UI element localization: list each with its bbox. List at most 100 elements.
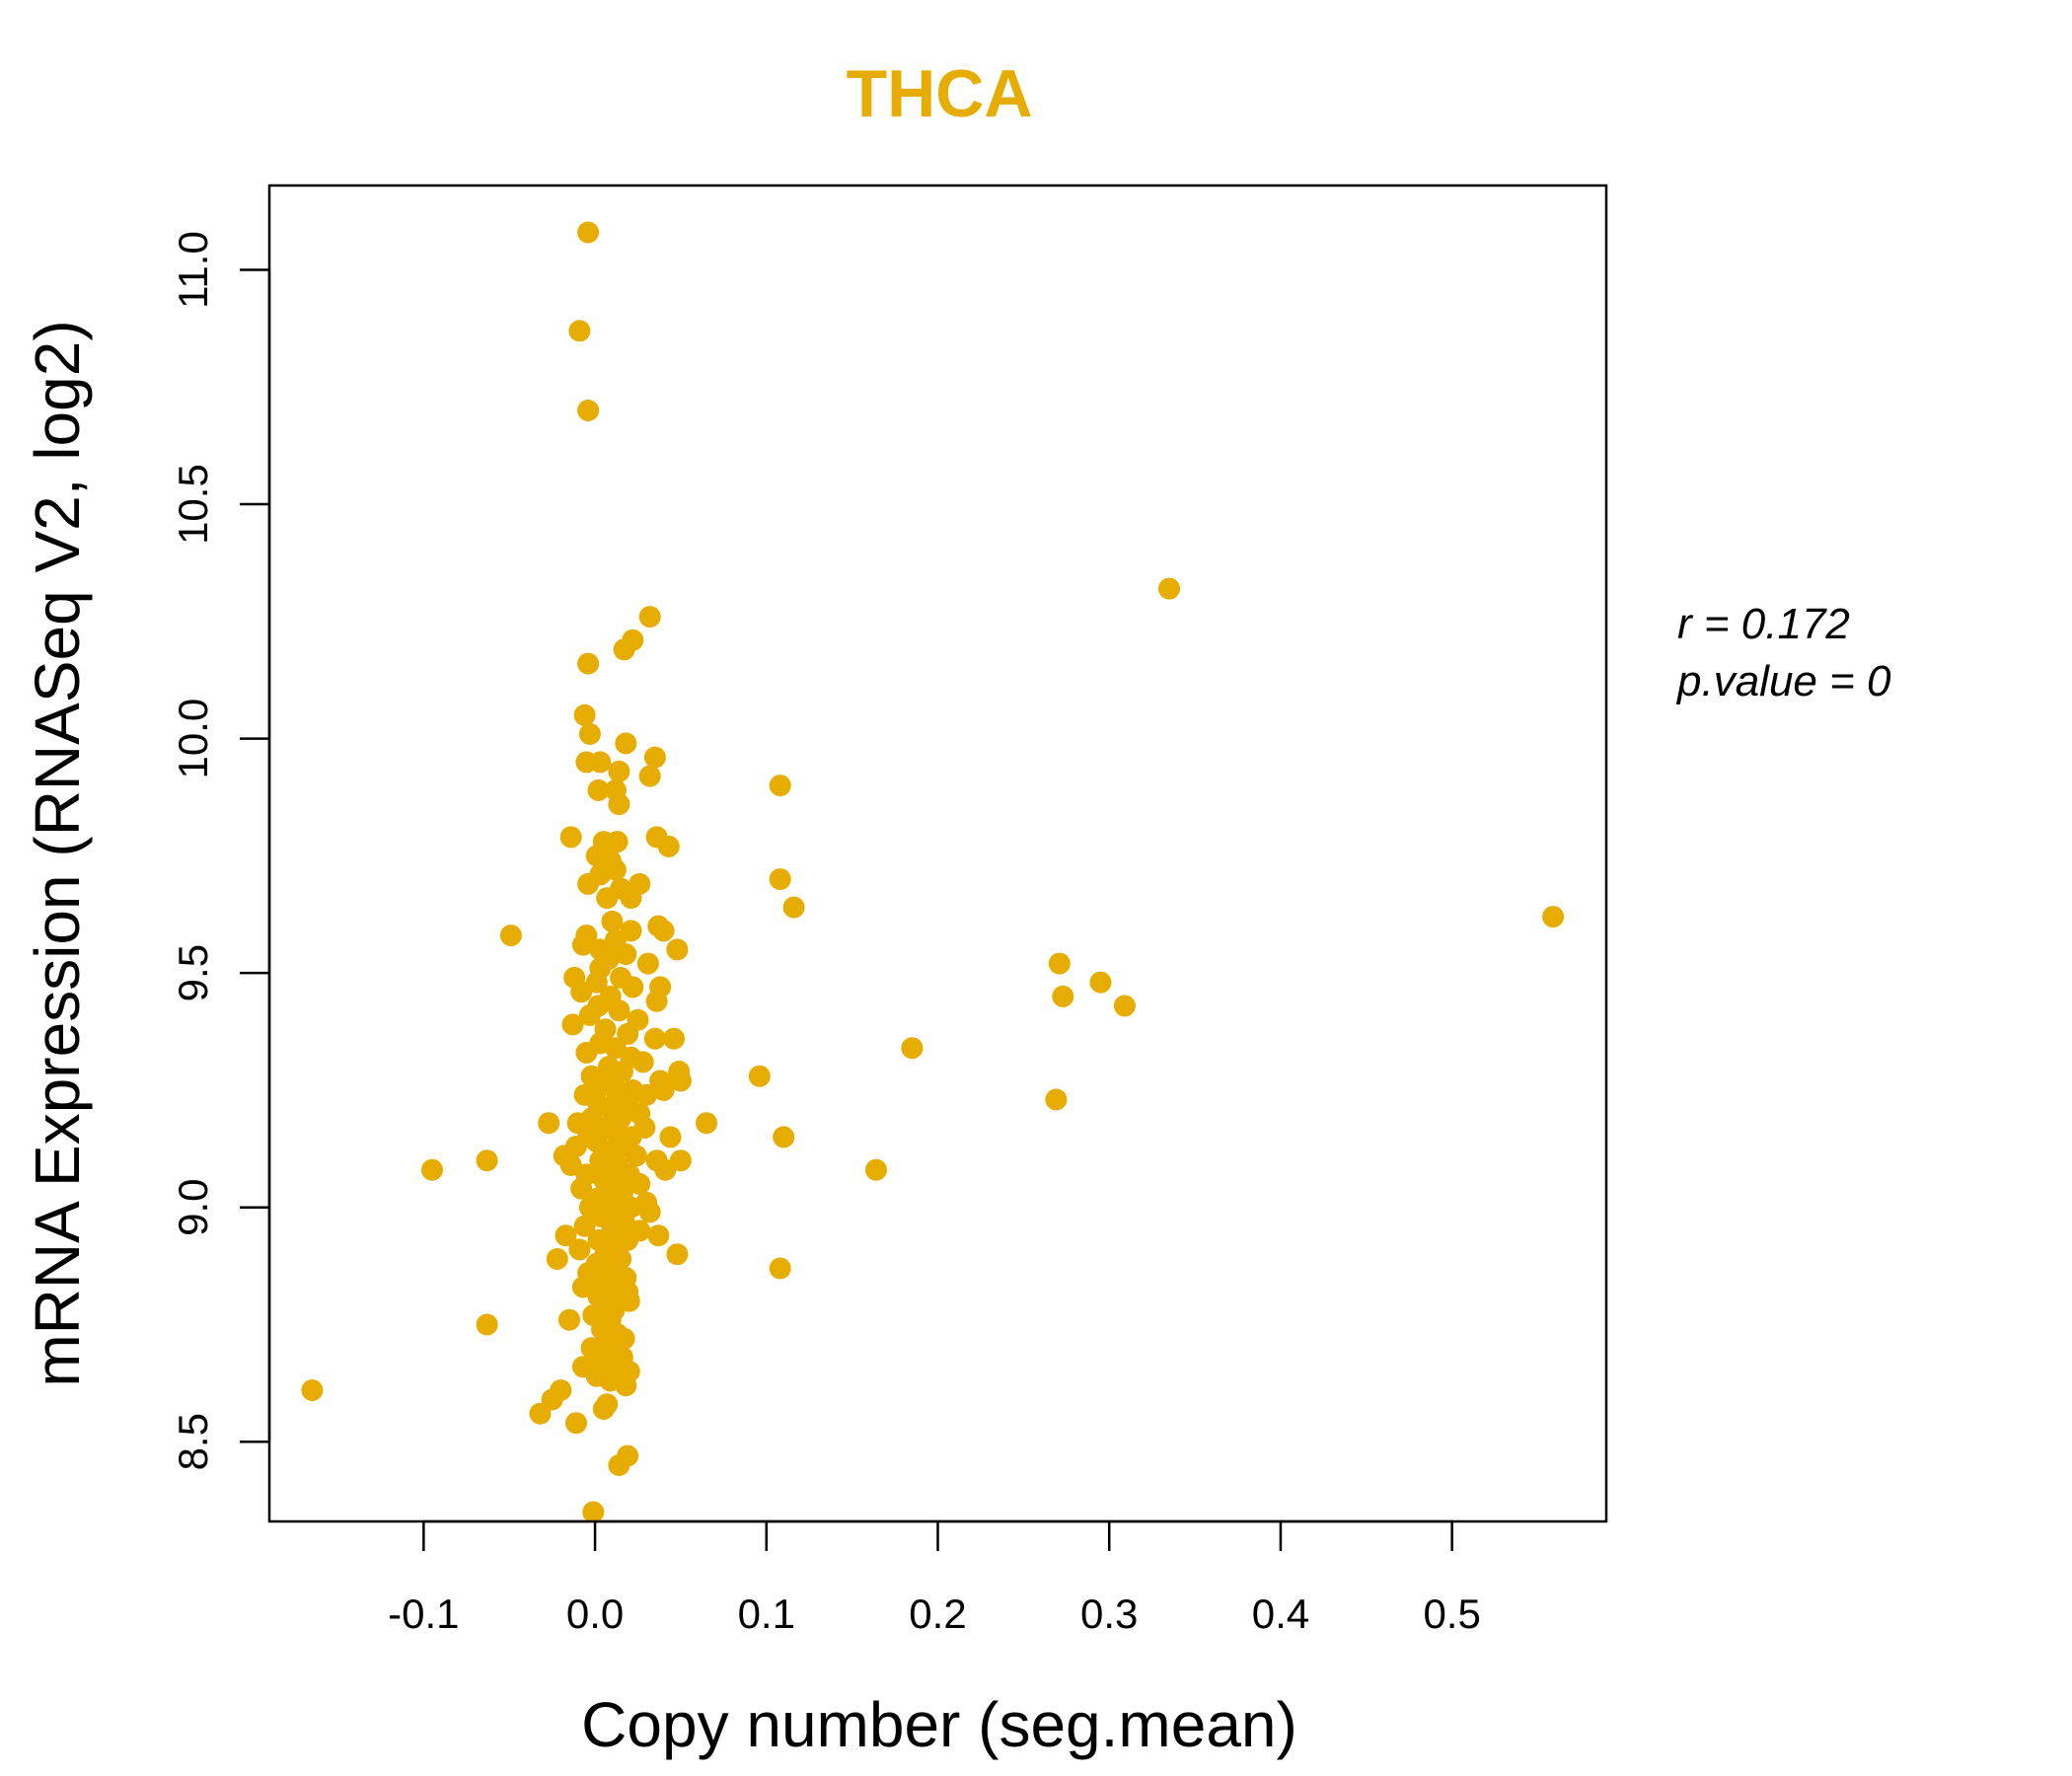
y-tick-label: 9.0 [170,1178,216,1235]
data-point-24 [657,835,680,857]
data-point-36 [1542,906,1565,928]
data-point-75 [575,1041,598,1064]
data-point-60 [1052,985,1074,1007]
data-point-1 [568,320,591,342]
data-point-145 [647,1224,670,1247]
data-point-128 [629,1172,651,1195]
y-tick-label: 9.5 [170,944,216,1001]
data-point-2 [577,400,600,421]
data-point-16 [769,775,791,797]
data-point-6 [613,638,635,661]
x-tick-label: 0.0 [566,1591,624,1637]
data-point-92 [1045,1088,1068,1111]
data-point-9 [578,722,601,745]
data-point-130 [570,1177,593,1200]
data-point-15 [638,765,661,787]
data-point-191 [529,1402,552,1425]
data-point-91 [635,1083,658,1106]
x-tick-label: -0.1 [388,1591,459,1637]
x-tick-label: 0.5 [1423,1591,1480,1637]
data-point-116 [476,1149,498,1172]
y-axis: 8.5 9.0 9.5 10.0 10.5 11.0 [170,231,271,1470]
correlation-r-text: r = 0.172 [1677,600,1850,648]
x-tick-label: 0.2 [909,1591,966,1637]
data-point-8 [573,703,596,726]
data-point-88 [652,1078,675,1101]
x-tick-label: 0.1 [738,1591,795,1637]
data-point-3 [1158,577,1180,600]
data-point-99 [538,1112,560,1135]
data-point-187 [301,1379,324,1401]
data-point-169 [558,1308,580,1331]
data-point-149 [568,1238,591,1261]
points-layer [301,221,1565,1523]
data-point-144 [555,1224,577,1247]
y-tick-label: 10.5 [170,464,216,545]
x-tick-label: 0.4 [1252,1591,1309,1637]
data-point-69 [617,1022,639,1045]
data-point-71 [663,1027,685,1050]
data-point-85 [669,1070,692,1092]
data-point-152 [546,1248,568,1270]
data-point-141 [573,1215,596,1237]
data-point-64 [608,999,630,1022]
data-point-65 [578,1003,601,1026]
chart-title: THCA [847,56,1033,131]
x-axis-label: Copy number (seg.mean) [581,1689,1297,1760]
data-point-100 [696,1112,717,1135]
data-point-55 [1089,971,1112,994]
p-value-text: p.value = 0 [1675,657,1891,705]
data-point-124 [654,1158,677,1181]
data-point-4 [638,606,661,629]
plot-frame [267,184,1608,1523]
data-point-114 [625,1145,647,1167]
data-point-40 [499,925,522,947]
data-point-47 [615,943,637,966]
data-point-107 [659,1126,682,1148]
y-tick-label: 8.5 [170,1413,216,1470]
data-point-14 [608,760,630,782]
data-point-155 [769,1257,791,1280]
data-point-11 [643,746,666,769]
data-point-13 [589,751,612,774]
data-point-31 [577,872,600,895]
data-point-122 [421,1158,443,1181]
data-point-171 [476,1313,498,1336]
data-point-50 [1048,952,1071,975]
y-axis-label: mRNA Expression (RNASeq V2, log2) [22,320,93,1386]
data-point-61 [645,990,668,1012]
data-point-49 [636,952,659,975]
data-point-77 [631,1051,654,1073]
data-point-7 [577,652,600,675]
data-point-82 [748,1065,771,1087]
data-point-46 [666,938,689,961]
data-point-195 [582,1501,605,1523]
data-point-70 [643,1027,666,1050]
data-point-63 [1113,995,1136,1017]
data-point-151 [666,1243,689,1266]
data-point-19 [608,793,630,816]
y-tick-label: 10.0 [170,699,216,779]
data-point-185 [615,1374,637,1397]
data-point-10 [615,732,637,755]
data-point-20 [559,826,582,849]
data-point-138 [638,1201,661,1223]
data-point-33 [620,887,642,910]
data-point-39 [652,920,675,942]
data-point-34 [596,887,619,910]
x-axis: -0.1 0.0 0.1 0.2 0.3 0.4 0.5 [388,1519,1481,1637]
data-point-0 [577,221,600,244]
y-tick-label: 11.0 [170,231,216,309]
data-point-37 [601,910,624,932]
data-point-43 [571,933,594,956]
data-point-192 [565,1412,587,1435]
data-point-190 [592,1398,615,1420]
data-point-18 [587,778,610,801]
data-point-123 [865,1158,887,1181]
data-point-35 [782,896,805,919]
data-point-74 [901,1037,924,1060]
data-point-23 [606,831,629,853]
data-point-194 [608,1454,630,1476]
x-tick-label: 0.3 [1080,1591,1138,1637]
